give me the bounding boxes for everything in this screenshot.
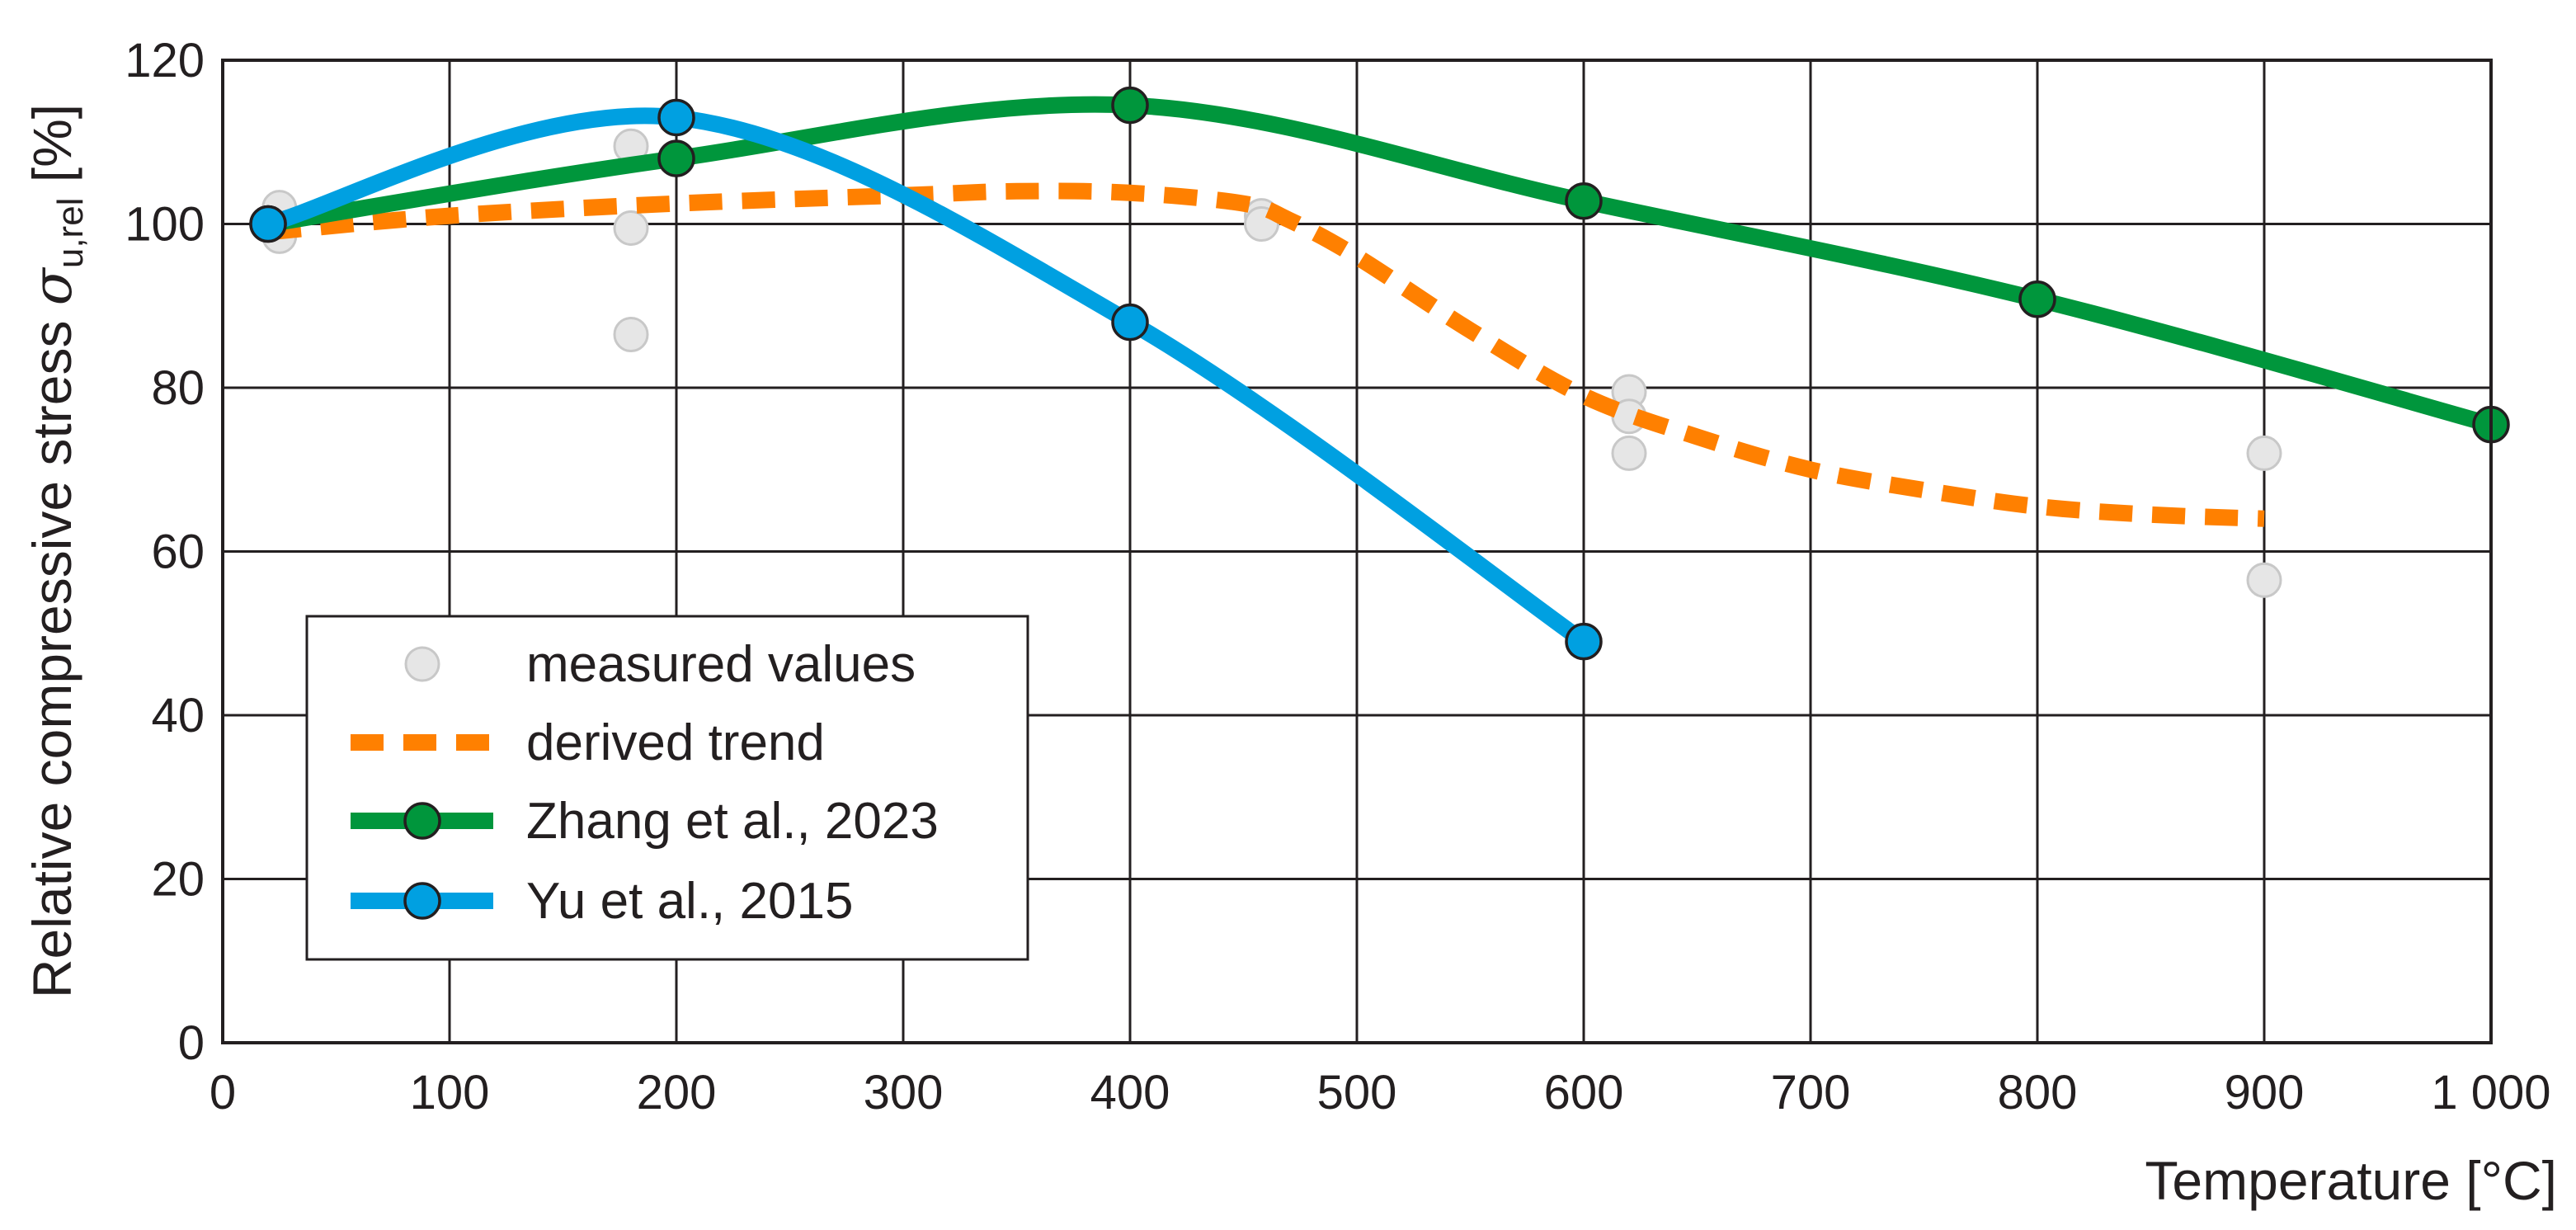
yu-et-al-2015-marker	[249, 205, 287, 243]
measured-point	[1611, 435, 1647, 471]
yu-et-al-2015-marker	[657, 98, 695, 137]
x-tick-label: 700	[1771, 1066, 1851, 1119]
x-tick-label: 100	[410, 1066, 490, 1119]
y-axis-title: Relative compressive stress σu,rel [%]	[21, 104, 91, 998]
y-axis-title-subscript: u,rel	[50, 198, 91, 269]
legend-swatch-measured-values	[404, 646, 440, 682]
yu-et-al-2015-marker	[1565, 622, 1603, 661]
zhang-et-al-2023-marker	[657, 139, 695, 177]
y-tick-label: 40	[151, 689, 205, 742]
x-tick-label: 0	[210, 1066, 236, 1119]
x-tick-label: 500	[1317, 1066, 1397, 1119]
zhang-et-al-2023-marker	[2018, 280, 2056, 318]
measured-point	[613, 316, 649, 352]
x-tick-label: 600	[1544, 1066, 1624, 1119]
y-axis-title-symbol: σ	[21, 266, 84, 305]
series-layer	[249, 86, 2510, 661]
y-axis-title-unit: [%]	[21, 104, 82, 198]
yu-et-al-2015-marker	[1111, 303, 1149, 342]
y-tick-label: 0	[178, 1016, 205, 1070]
measured-point	[2246, 435, 2282, 471]
x-tick-label: 1 000	[2431, 1066, 2550, 1119]
measured-point	[613, 210, 649, 246]
y-tick-label: 60	[151, 525, 205, 579]
x-tick-label: 400	[1090, 1066, 1170, 1119]
y-tick-labels: 0 20 40 60 80 100 120	[125, 34, 205, 1070]
legend-marker-yu-et-al-2015	[403, 882, 441, 920]
zhang-et-al-2023-marker	[1565, 181, 1603, 220]
x-tick-label: 900	[2225, 1066, 2305, 1119]
yu-et-al-2015-line	[266, 107, 1589, 648]
y-tick-label: 20	[151, 853, 205, 907]
y-axis-title-main: Relative compressive stress	[21, 305, 82, 998]
legend-label-derived-trend: derived trend	[526, 714, 825, 771]
y-tick-label: 120	[125, 34, 205, 87]
plot-frame	[221, 59, 2493, 1044]
legend-label-yu-et-al-2015: Yu et al., 2015	[526, 873, 853, 930]
legend-label-measured-values: measured values	[526, 636, 916, 693]
x-tick-label: 800	[1998, 1066, 2078, 1119]
y-tick-label: 100	[125, 198, 205, 252]
x-tick-label: 300	[864, 1066, 944, 1119]
x-tick-labels: 0 100 200 300 400 500 600 700 800 900 1 000	[210, 1066, 2551, 1119]
legend-marker-zhang-et-al-2023	[403, 802, 441, 840]
legend-label-zhang-et-al-2023: Zhang et al., 2023	[526, 793, 939, 850]
y-tick-label: 80	[151, 361, 205, 415]
measured-point	[2246, 562, 2282, 598]
legend: measured values derived trend Zhang et al.…	[305, 615, 1029, 961]
x-axis-title: Temperature [°C]	[2145, 1150, 2557, 1211]
zhang-et-al-2023-marker	[1111, 86, 1149, 125]
zhang-et-al-2023-line	[266, 96, 2494, 433]
x-tick-label: 200	[637, 1066, 717, 1119]
derived-trend-line	[267, 182, 2265, 527]
